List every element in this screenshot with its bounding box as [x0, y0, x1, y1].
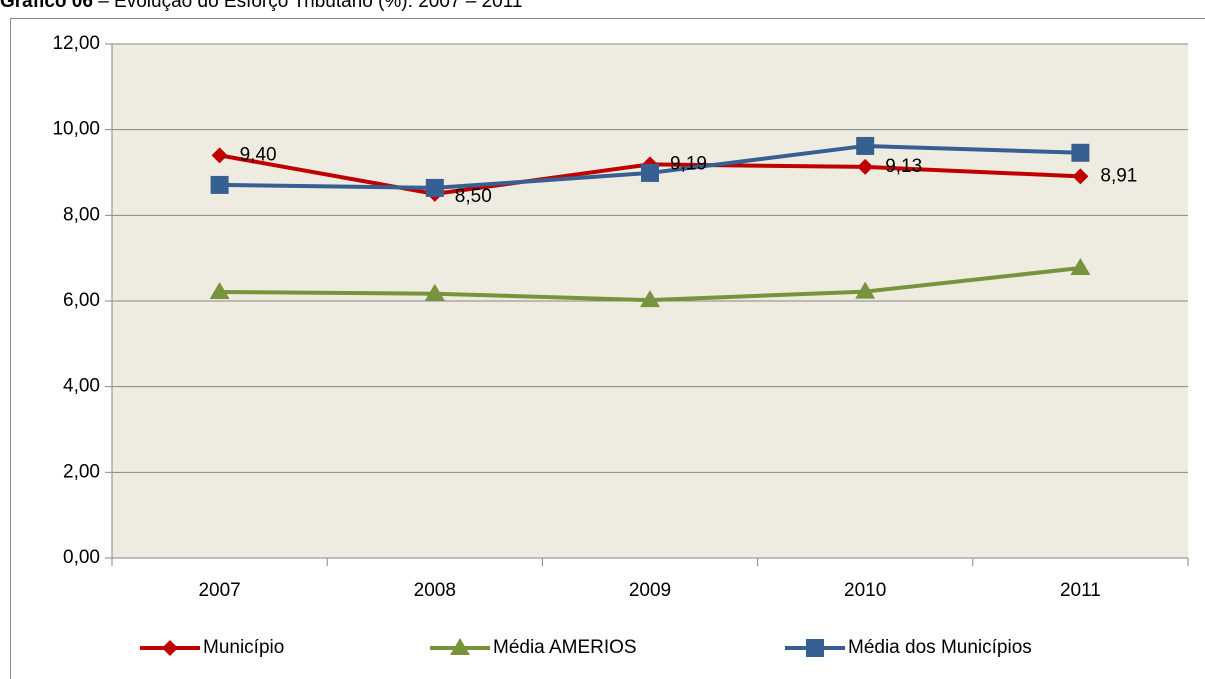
y-tick-label: 6,00: [63, 290, 100, 311]
marker: [1072, 168, 1089, 185]
marker: [856, 136, 875, 155]
y-tick-label: 2,00: [63, 461, 100, 482]
data-label: 9,19: [670, 153, 707, 174]
marker: [1071, 143, 1090, 162]
marker: [424, 283, 445, 301]
marker: [211, 147, 228, 164]
y-tick-label: 12,00: [52, 33, 100, 54]
marker: [210, 175, 229, 194]
marker: [162, 640, 178, 656]
marker: [641, 163, 659, 182]
data-label: 8,91: [1100, 165, 1137, 186]
x-tick-label: 2010: [844, 580, 886, 601]
x-tick-label: 2007: [198, 580, 240, 601]
y-tick-label: 4,00: [63, 376, 100, 397]
marker: [855, 281, 876, 299]
data-label: 9,40: [240, 144, 277, 165]
marker: [640, 290, 660, 308]
data-label: 8,50: [455, 186, 492, 207]
chart-title: Gráfico 06 – Evolução do Esforço Tributá…: [0, 0, 522, 12]
y-tick-label: 8,00: [63, 204, 100, 225]
marker: [209, 282, 230, 300]
x-tick-label: 2009: [629, 580, 671, 601]
y-tick-label: 10,00: [52, 119, 100, 140]
marker: [806, 639, 824, 657]
title-bold: Gráfico 06: [0, 0, 93, 12]
legend-label: Média AMERIOS: [493, 637, 637, 658]
marker: [450, 638, 470, 655]
marker: [1070, 258, 1091, 276]
data-label: 9,13: [885, 156, 922, 177]
marker: [857, 158, 874, 175]
x-tick-label: 2011: [1060, 580, 1101, 601]
y-tick-label: 0,00: [63, 547, 100, 568]
title-rest: – Evolução do Esforço Tributário (%): 20…: [93, 0, 523, 12]
marker: [425, 178, 444, 197]
x-tick-label: 2008: [414, 580, 456, 601]
legend-label: Média dos Municípios: [848, 637, 1032, 658]
legend-label: Município: [203, 637, 284, 658]
